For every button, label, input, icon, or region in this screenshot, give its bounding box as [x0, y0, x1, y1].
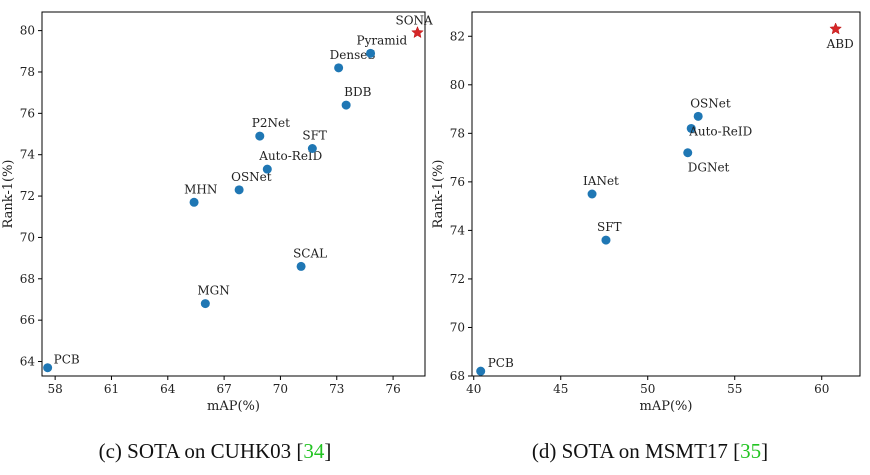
point-label-pcb: PCB — [54, 353, 80, 367]
point-pcb — [476, 366, 486, 376]
x-axis-label: mAP(%) — [207, 399, 260, 414]
axes-frame — [471, 11, 861, 377]
point-sft — [601, 235, 611, 245]
point-star-abd — [829, 22, 842, 35]
point-label-sona: SONA — [395, 14, 433, 28]
x-tick-label: 58 — [48, 382, 63, 396]
y-tick-label: 74 — [20, 148, 36, 162]
y-tick-label: 70 — [20, 230, 35, 244]
y-tick-label: 80 — [450, 78, 465, 92]
x-tick-label: 73 — [329, 382, 344, 396]
scatter-panel-2: 40 45 50 55 60 68 70 72 74 76 78 80 82 mAP(%) Rank-1(%… — [431, 11, 861, 463]
y-tick-label: 78 — [20, 65, 35, 79]
x-tick-label: 45 — [553, 382, 568, 396]
y-tick-label: 66 — [20, 313, 35, 327]
x-axis-label: mAP(%) — [640, 399, 693, 414]
point-label-ianet: IANet — [583, 174, 619, 188]
x-tick-label: 61 — [104, 382, 119, 396]
y-tick-label: 70 — [450, 320, 465, 334]
x-tick-label: 55 — [727, 382, 742, 396]
point-pcb — [43, 363, 53, 373]
point-label-abd: ABD — [826, 37, 854, 51]
point-label-sft: SFT — [302, 129, 327, 143]
x-tick-label: 70 — [273, 382, 288, 396]
y-tick-label: 72 — [450, 272, 465, 286]
point-label-osnet: OSNet — [231, 170, 272, 184]
y-axis-label: Rank-1(%) — [431, 159, 446, 228]
x-tick-label: 67 — [216, 382, 231, 396]
point-mgn — [200, 299, 210, 309]
point-label-auto-reid: Auto-ReID — [258, 149, 322, 163]
scatter-panel-1: 58 61 64 67 70 73 76 64 66 68 70 72 74 76 78 80 mAP(%) Ra… — [1, 11, 433, 463]
point-star-sona — [411, 26, 424, 39]
point-label-mhn: MHN — [184, 182, 217, 196]
point-bdb — [341, 100, 351, 110]
y-tick-label: 80 — [20, 24, 35, 38]
y-tick-label: 68 — [20, 272, 35, 286]
point-label-pyramid: Pyramid — [357, 33, 408, 47]
y-tick-label: 76 — [450, 175, 465, 189]
figure-caption: (d) SOTA on MSMT17 [35] — [532, 439, 768, 463]
point-p2net — [255, 131, 265, 141]
figure-caption: (c) SOTA on CUHK03 [34] — [99, 439, 332, 463]
point-osnet — [693, 111, 703, 121]
point-label-bdb: BDB — [344, 85, 371, 99]
point-label-osnet: OSNet — [690, 96, 731, 110]
point-label-p2net: P2Net — [252, 116, 290, 130]
y-tick-label: 72 — [20, 189, 35, 203]
x-tick-label: 40 — [466, 382, 481, 396]
point-label-denses: DenseS — [330, 48, 376, 62]
point-sft — [307, 144, 317, 153]
point-auto-reid — [686, 123, 696, 133]
caption-text: (d) SOTA on MSMT17 [ — [532, 439, 740, 463]
point-mhn — [189, 197, 199, 207]
caption-text: (c) SOTA on CUHK03 [ — [99, 439, 304, 463]
y-tick-label: 74 — [450, 223, 466, 237]
point-label-auto-reid: Auto-ReID — [688, 124, 752, 138]
point-denses — [334, 63, 344, 73]
point-label-scal: SCAL — [293, 246, 327, 260]
point-dgnet — [683, 148, 693, 158]
x-tick-label: 50 — [640, 382, 655, 396]
y-axis-label: Rank-1(%) — [1, 159, 16, 228]
point-auto-reid — [262, 164, 272, 174]
point-label-mgn: MGN — [197, 284, 229, 298]
y-tick-label: 68 — [450, 369, 465, 383]
point-scal — [296, 261, 306, 271]
point-ianet — [587, 189, 597, 199]
point-osnet — [234, 185, 244, 195]
point-pyramid — [366, 48, 376, 58]
caption-citation-link[interactable]: 35 — [740, 439, 761, 463]
y-tick-label: 64 — [20, 355, 36, 369]
axes-frame — [41, 11, 426, 377]
caption-citation-link[interactable]: 34 — [303, 439, 325, 463]
caption-close: ] — [324, 439, 331, 463]
y-tick-label: 76 — [20, 106, 35, 120]
y-tick-label: 82 — [450, 29, 465, 43]
point-label-dgnet: DGNet — [688, 161, 730, 175]
point-label-pcb: PCB — [488, 356, 514, 370]
caption-close: ] — [761, 439, 768, 463]
y-tick-label: 78 — [450, 126, 465, 140]
x-tick-label: 76 — [385, 382, 400, 396]
x-tick-label: 64 — [160, 382, 176, 396]
x-tick-label: 60 — [814, 382, 829, 396]
point-label-sft: SFT — [597, 220, 622, 234]
